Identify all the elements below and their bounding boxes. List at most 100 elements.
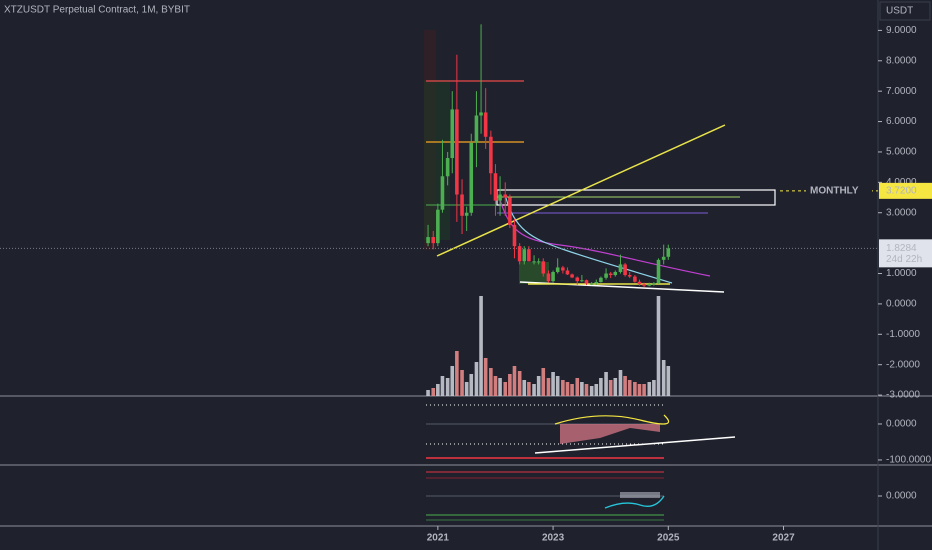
annotation-text: MONTHLY bbox=[810, 185, 859, 196]
candle-body bbox=[584, 280, 589, 284]
y-tick-label: -100.0000 bbox=[886, 455, 931, 466]
volume-bar bbox=[570, 384, 574, 396]
volume-bar bbox=[469, 374, 474, 396]
countdown: 24d 22h bbox=[886, 254, 922, 265]
volume-bar bbox=[536, 376, 541, 396]
y-tick-label: -1.0000 bbox=[886, 329, 920, 340]
volume-bar bbox=[580, 382, 584, 396]
candle-body bbox=[469, 142, 474, 213]
volume-bar bbox=[561, 380, 565, 396]
volume-bar bbox=[604, 372, 608, 396]
candle-body bbox=[608, 273, 613, 276]
x-tick-label: 2027 bbox=[772, 533, 795, 544]
volume-bar bbox=[642, 384, 646, 396]
chart-title: XTZUSDT Perpetual Contract, 1M, BYBIT bbox=[4, 5, 190, 16]
candle-body bbox=[483, 112, 488, 137]
candle-body bbox=[627, 275, 632, 277]
volume-bar bbox=[647, 382, 652, 396]
candle-body bbox=[426, 237, 430, 244]
volume-bar bbox=[575, 378, 580, 396]
candle-body bbox=[527, 249, 531, 262]
volume-bar bbox=[666, 366, 671, 396]
candle-body bbox=[613, 272, 618, 276]
volume-bar bbox=[483, 358, 488, 396]
y-tick-label: 1.0000 bbox=[886, 268, 917, 279]
volume-bar bbox=[455, 351, 459, 396]
candle-body bbox=[460, 194, 464, 216]
y-tick-label: 0.0000 bbox=[886, 491, 917, 502]
annotation-label-bg bbox=[806, 181, 872, 200]
volume-bar bbox=[431, 388, 436, 396]
candle-body bbox=[541, 261, 546, 274]
volume-bar bbox=[551, 372, 555, 396]
trend-line bbox=[534, 436, 736, 454]
candle-body bbox=[589, 283, 594, 285]
candle-body bbox=[599, 277, 603, 283]
candle-body bbox=[436, 209, 440, 244]
candle-body bbox=[493, 173, 498, 201]
candle-body bbox=[656, 259, 661, 284]
volume-bar bbox=[426, 390, 430, 396]
volume-bar bbox=[599, 378, 603, 396]
candle-body bbox=[474, 115, 479, 143]
oscillator-line bbox=[604, 495, 665, 509]
volume-bar bbox=[498, 378, 502, 396]
candle-body bbox=[633, 276, 637, 282]
volume-bar bbox=[532, 384, 536, 396]
candle-body bbox=[498, 194, 502, 201]
trend-line bbox=[436, 124, 726, 257]
last-price-label: 1.8284 bbox=[886, 243, 917, 254]
volume-bar bbox=[623, 376, 627, 396]
volume-bar bbox=[464, 382, 469, 396]
candle-body bbox=[575, 277, 580, 282]
x-tick-label: 2023 bbox=[542, 533, 565, 544]
volume-bar bbox=[656, 296, 661, 396]
candle-body bbox=[450, 109, 455, 159]
y-tick-label: 9.0000 bbox=[886, 25, 917, 36]
y-tick-label: 7.0000 bbox=[886, 86, 917, 97]
volume-bar bbox=[474, 362, 479, 396]
volume-bar bbox=[517, 371, 522, 396]
candle-body bbox=[546, 273, 551, 282]
y-tick-label: 6.0000 bbox=[886, 116, 917, 127]
volume-bar bbox=[450, 366, 455, 396]
candle-body bbox=[618, 264, 623, 273]
x-tick-label: 2021 bbox=[427, 533, 450, 544]
volume-bar bbox=[489, 368, 493, 396]
candle-body bbox=[666, 248, 671, 257]
currency-label: USDT bbox=[886, 6, 913, 17]
candle-body bbox=[580, 280, 584, 282]
candle-body bbox=[532, 261, 536, 263]
candle-body bbox=[637, 281, 642, 285]
candle-body bbox=[561, 267, 565, 271]
volume-bar bbox=[584, 384, 589, 396]
last-price-box bbox=[879, 239, 932, 268]
volume-bar bbox=[633, 382, 637, 396]
y-tick-label: -2.0000 bbox=[886, 359, 920, 370]
candle-body bbox=[503, 194, 508, 198]
volume-bar bbox=[445, 378, 450, 396]
y-tick-label: 8.0000 bbox=[886, 55, 917, 66]
candle-body bbox=[512, 224, 517, 247]
volume-bar bbox=[436, 384, 440, 396]
candle-body bbox=[508, 197, 512, 225]
candle-body bbox=[661, 256, 666, 260]
candle-body bbox=[565, 270, 570, 275]
drawings bbox=[424, 30, 776, 521]
volume-bar bbox=[541, 368, 546, 396]
volume-bar bbox=[608, 380, 613, 396]
candle-body bbox=[464, 212, 469, 216]
candle-body bbox=[431, 237, 436, 244]
y-tick-label: 4.0000 bbox=[886, 177, 917, 188]
candle-body bbox=[555, 267, 560, 273]
candle-body bbox=[551, 272, 555, 282]
moving-average bbox=[504, 194, 673, 284]
candle-body bbox=[623, 264, 627, 276]
candle-body bbox=[445, 158, 450, 177]
y-tick-label: 0.0000 bbox=[886, 419, 917, 430]
candle-body bbox=[604, 273, 608, 278]
candle-body bbox=[517, 246, 522, 262]
volume-bar bbox=[565, 382, 570, 396]
